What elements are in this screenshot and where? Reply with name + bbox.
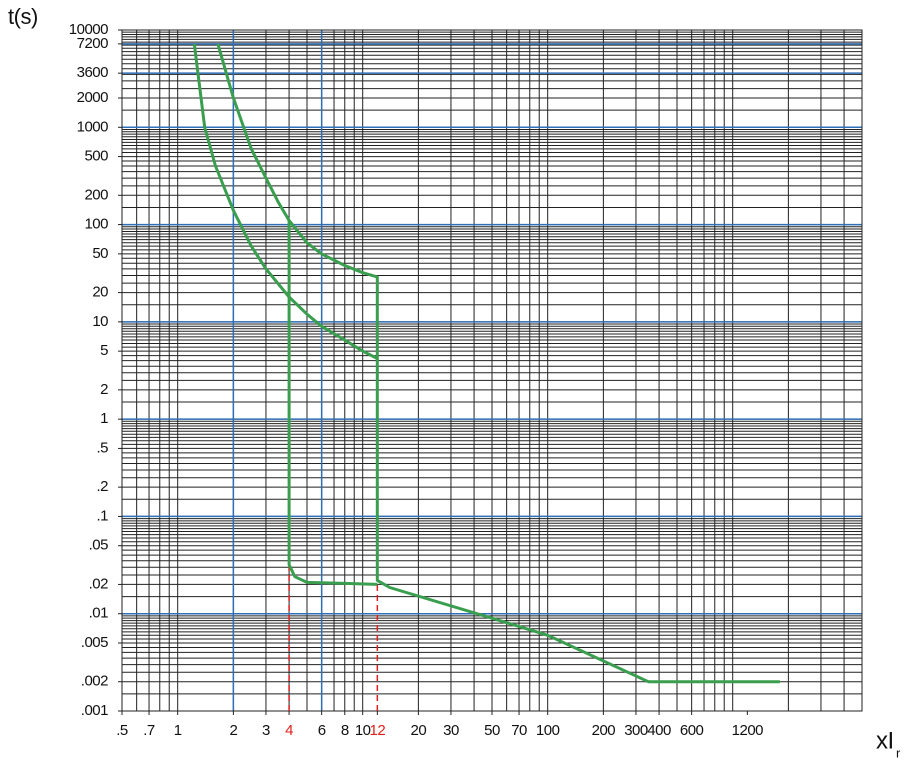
x-tick-label: 1200	[732, 722, 764, 739]
y-axis-title: t(s)	[8, 4, 38, 29]
y-tick-label: 7200	[77, 35, 109, 52]
y-tick-label: .5	[96, 439, 108, 456]
y-tick-label: 1000	[77, 118, 109, 135]
x-tick-label: 3	[262, 722, 270, 739]
y-tick-label: .2	[96, 478, 108, 495]
y-tick-label: 20	[92, 284, 108, 301]
x-tick-label: 6	[318, 722, 326, 739]
y-tick-label: 10	[92, 313, 108, 330]
x-tick-label: 200	[592, 722, 616, 739]
y-tick-label: .02	[89, 575, 109, 592]
curve	[216, 43, 780, 684]
y-tick-label: 5	[100, 342, 108, 359]
x-tick-label: 30	[443, 722, 459, 739]
x-tick-label: 10	[355, 722, 371, 739]
curve	[287, 220, 378, 586]
y-tick-label: 200	[84, 186, 108, 203]
y-tick-label: 100	[84, 216, 108, 233]
x-tick-label: 300	[624, 722, 648, 739]
x-tick-label: .5	[116, 722, 128, 739]
y-tick-label: .1	[96, 507, 108, 524]
x-axis-title-sub: r	[896, 745, 901, 760]
x-tick-label: .7	[143, 722, 155, 739]
y-tick-label: 3600	[77, 64, 109, 81]
x-tick-label: 4	[285, 722, 293, 739]
y-tick-label: .05	[89, 537, 109, 554]
y-tick-label: 2	[100, 381, 108, 398]
y-tick-label: .002	[81, 673, 108, 690]
y-tick-label: .001	[81, 702, 108, 719]
curve	[192, 43, 378, 360]
y-tick-label: .01	[89, 605, 109, 622]
x-tick-label: 50	[484, 722, 500, 739]
y-tick-label: 1	[100, 410, 108, 427]
x-tick-label: 20	[411, 722, 427, 739]
y-tick-label: 500	[84, 148, 108, 165]
x-tick-label: 12	[369, 722, 385, 739]
y-tick-label: 10000	[69, 21, 108, 38]
x-axis-title: xI	[876, 727, 894, 754]
x-tick-label: 8	[341, 722, 349, 739]
y-tick-label: 2000	[77, 89, 109, 106]
y-tick-label: .005	[81, 634, 108, 651]
y-tick-label: 50	[92, 245, 108, 262]
x-tick-label: 600	[680, 722, 704, 739]
x-tick-label: 400	[647, 722, 671, 739]
x-tick-label: 1	[174, 722, 182, 739]
x-tick-label: 2	[229, 722, 237, 739]
x-tick-label: 100	[536, 722, 560, 739]
x-tick-label: 70	[511, 722, 527, 739]
